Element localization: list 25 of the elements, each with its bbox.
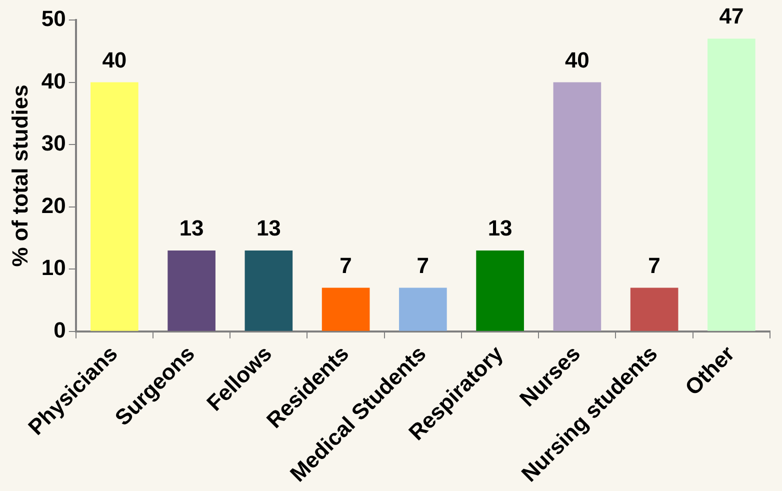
data-label: 13: [256, 216, 281, 240]
data-label: 13: [179, 216, 204, 240]
y-axis-title: % of total studies: [7, 84, 32, 267]
data-label: 13: [488, 216, 512, 240]
bar: [476, 250, 524, 331]
data-label: 40: [564, 47, 590, 72]
bar: [708, 38, 756, 331]
bar: [168, 250, 216, 331]
bar: [630, 288, 678, 331]
bar: [399, 288, 447, 331]
y-tick-label: 30: [41, 130, 66, 156]
data-label: 40: [102, 47, 127, 72]
y-tick-label: 20: [41, 192, 66, 218]
y-tick-label: 10: [41, 255, 66, 280]
data-label: 7: [340, 252, 352, 278]
bar: [90, 82, 138, 331]
bar: [322, 288, 370, 331]
data-label: 47: [719, 4, 744, 29]
data-label: 7: [648, 252, 660, 278]
y-tick-label: 0: [54, 317, 66, 342]
bar: [244, 250, 293, 331]
y-tick-label: 40: [41, 68, 66, 94]
bar: [553, 82, 602, 331]
y-tick-label: 50: [41, 6, 66, 32]
data-label: 7: [416, 252, 430, 278]
